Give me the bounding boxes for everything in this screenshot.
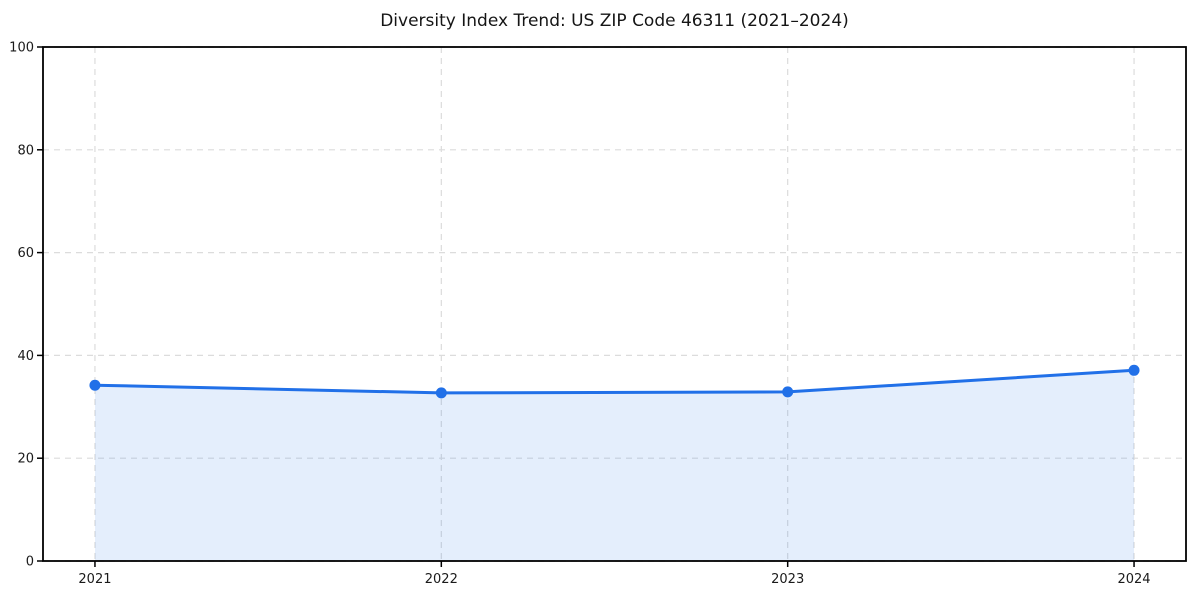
chart-title: Diversity Index Trend: US ZIP Code 46311…: [380, 11, 849, 31]
x-tick-label: 2022: [425, 572, 458, 587]
x-tick-label: 2021: [78, 572, 111, 587]
data-point: [1128, 364, 1140, 376]
area-fill: [95, 370, 1134, 561]
y-tick-label: 0: [26, 555, 34, 570]
y-tick-label: 40: [17, 349, 34, 364]
axis-spine: [42, 46, 1187, 562]
data-point: [435, 387, 447, 399]
trend-line: [93, 368, 1136, 395]
y-tick-label: 20: [17, 452, 34, 467]
y-tick-label: 60: [17, 246, 34, 261]
y-tick-label: 100: [9, 41, 34, 56]
data-point: [89, 379, 101, 391]
x-tick-label: 2024: [1117, 572, 1150, 587]
y-tick-label: 80: [17, 143, 34, 158]
data-point: [782, 386, 794, 398]
x-tick-label: 2023: [771, 572, 804, 587]
